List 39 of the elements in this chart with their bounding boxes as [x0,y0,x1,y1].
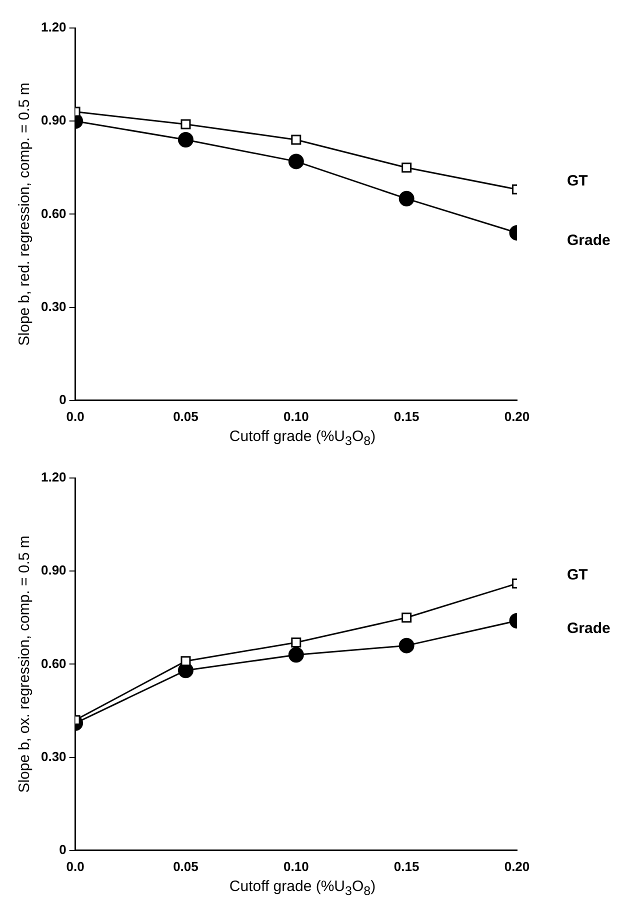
point [402,162,412,173]
x-tick-label: 0.05 [173,408,198,424]
x-tick-label: 0.20 [504,858,530,874]
y-tick-label: 0.90 [40,562,66,578]
x-axis-title: Cutoff grade (%U$_{3}$O$_{8}$) [228,428,377,448]
point [180,656,191,666]
point [180,119,191,130]
text: GT [567,566,588,584]
y-tick-label: 0.60 [40,656,66,671]
text: Grade [567,620,610,637]
x-tick-label: 0.10 [283,408,309,424]
point [398,190,414,206]
x-tick-label: 0.05 [173,858,198,874]
y-axis-title: Slope b, ox. regression, comp. = 0.5 m [16,536,34,793]
y-axis-title: Slope b, red. regression, comp. = 0.5 m [16,82,34,346]
point [178,132,194,148]
x-tick-label: 0.15 [394,408,420,424]
point [402,612,412,623]
y-tick-label: 1.20 [40,20,66,35]
text: GT [567,172,588,190]
x-tick-label: 0.0 [66,408,84,424]
x-tick-label: 0.15 [394,858,420,874]
x-tick-label: 0.10 [283,858,309,874]
y-tick-label: 1.20 [40,470,66,485]
y-tick-label: 0 [59,392,66,407]
point [288,647,304,663]
x-tick-label: 0.20 [504,408,530,424]
point [288,154,304,170]
y-tick-label: 0.60 [40,206,66,221]
y-tick-label: 0.30 [40,298,66,314]
point [291,637,302,648]
x-axis-title: Cutoff grade (%U$_{3}$O$_{8}$) [228,878,377,898]
y-tick-label: 0 [59,842,66,857]
x-tick-label: 0.0 [66,858,84,874]
text: Grade [567,232,610,249]
point [398,638,414,654]
y-tick-label: 0.30 [40,748,66,764]
point [291,134,302,145]
y-tick-label: 0.90 [40,112,66,128]
